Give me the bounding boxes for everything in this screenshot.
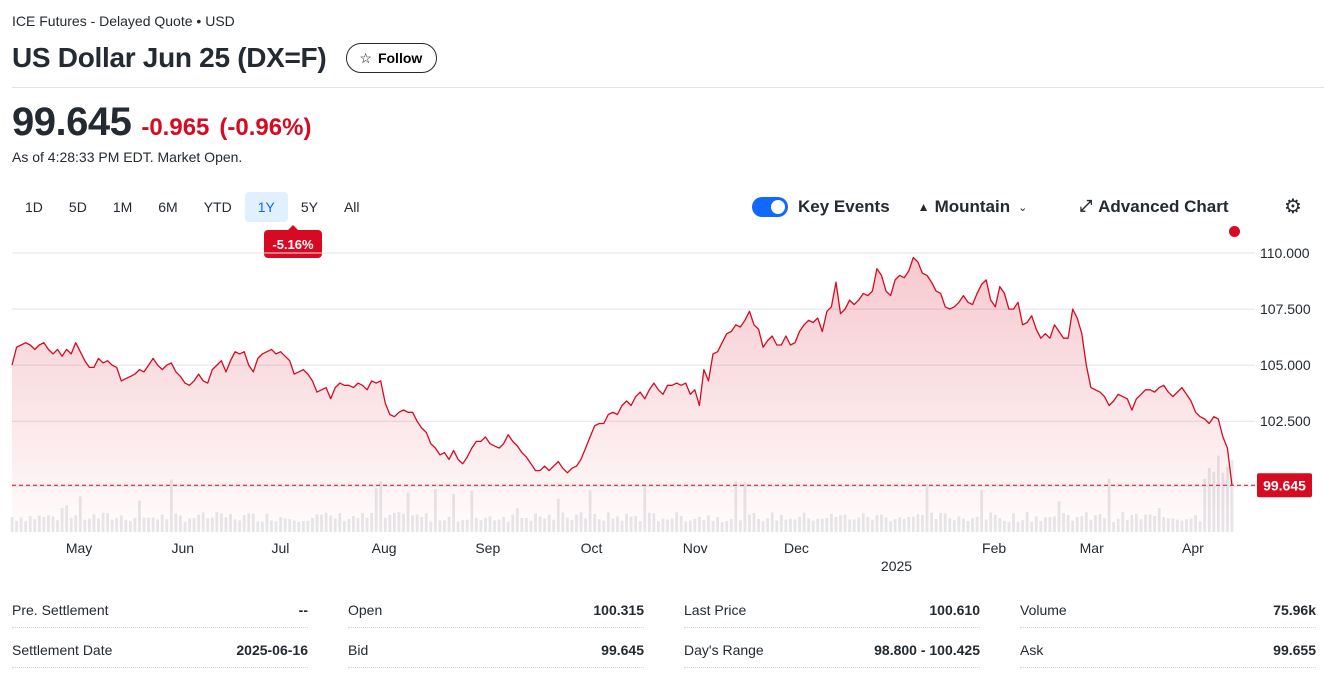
range-tab-5y[interactable]: 5Y [300,199,318,215]
y-tick-label: 107.500 [1260,301,1311,317]
stat-label: Bid [348,641,369,658]
stat-row: Settlement Date 2025-06-16 [12,632,308,668]
stat-value: 2025-06-16 [236,641,308,658]
stat-row: Pre. Settlement -- [12,592,308,628]
stat-row: Last Price 100.610 [684,592,980,628]
stat-row: Open 100.315 [348,592,644,628]
price-change: -0.965 [141,114,210,141]
x-tick-label: Jun [172,540,195,556]
range-tabs: 1D 5D 1M 6M YTD 1Y 5Y All [12,192,373,222]
stat-label: Pre. Settlement [12,601,109,618]
y-tick-label: 110.000 [1260,245,1310,261]
stat-label: Day's Range [684,641,764,658]
gear-icon[interactable]: ⚙ [1284,196,1302,218]
x-tick-label: Oct [581,540,603,556]
stat-value: 100.315 [593,601,644,618]
key-events-toggle[interactable] [752,197,788,217]
chart-toolbar: Key Events ▲ Mountain ⌄ ⤢ Advanced Chart [752,192,1229,222]
last-price-label: 99.645 [1263,477,1306,493]
range-tab-all[interactable]: All [343,199,360,215]
chart-type-dropdown[interactable]: ▲ Mountain ⌄ [918,197,1028,217]
current-price: 99.645 [12,100,132,144]
stat-label: Ask [1020,641,1044,658]
key-events-label: Key Events [798,197,890,216]
range-tab-1m[interactable]: 1M [112,199,133,215]
as-of-timestamp: As of 4:28:33 PM EDT. Market Open. [12,149,243,165]
stat-value: -- [298,601,308,618]
price-chart[interactable]: 110.000 107.500 105.000 102.500 99.645 May Jun… [0,240,1329,580]
quote-row: 99.645 -0.965 (-0.96%) [12,100,311,145]
x-tick-label: Jul [271,540,289,556]
y-tick-label: 105.000 [1260,357,1311,373]
x-tick-label: Mar [1080,540,1104,556]
range-tab-1y[interactable]: 1Y [244,192,288,222]
page-title: US Dollar Jun 25 (DX=F) [12,42,327,73]
follow-label: Follow [377,50,423,66]
x-tick-label: May [66,540,92,556]
last-price-badge [1257,473,1312,498]
range-tab-1d[interactable]: 1D [25,199,43,215]
y-tick-label: 102.500 [1260,413,1311,429]
stat-label: Settlement Date [12,641,113,658]
mountain-icon: ▲ [917,200,930,214]
x-tick-label: Nov [683,540,708,556]
x-tick-label: Feb [982,540,1006,556]
stat-row: Ask 99.655 [1020,632,1316,668]
star-outline-icon: ☆ [359,49,372,66]
stat-label: Last Price [684,601,747,618]
chevron-down-icon: ⌄ [1018,201,1028,214]
stat-value: 75.96k [1273,601,1316,618]
stat-row: Bid 99.645 [348,632,644,668]
advanced-chart-button[interactable]: ⤢ Advanced Chart [1079,197,1228,217]
price-line [11,256,1233,486]
price-change-percent: (-0.96%) [219,114,312,141]
stat-value: 99.645 [601,641,644,658]
stat-value: 99.655 [1273,641,1316,658]
x-tick-label: Aug [372,540,397,556]
title-row: US Dollar Jun 25 (DX=F) ☆ Follow [12,42,438,74]
range-tab-6m[interactable]: 6M [158,199,178,215]
header-divider [12,87,1324,88]
range-tab-ytd[interactable]: YTD [203,199,232,215]
follow-button[interactable]: ☆ Follow [346,43,438,73]
stat-value: 100.610 [929,601,980,618]
x-tick-label: Apr [1182,540,1204,556]
stat-row: Volume 75.96k [1020,592,1316,628]
stat-label: Volume [1020,601,1067,618]
year-label: 2025 [881,558,912,574]
x-tick-label: Sep [475,540,500,556]
exchange-line: ICE Futures - Delayed Quote • USD [12,13,235,29]
x-tick-label: Dec [784,540,809,556]
stat-row: Day's Range 98.800 - 100.425 [684,632,980,668]
key-event-marker[interactable] [1229,226,1240,237]
quote-statistics: Pre. Settlement -- Open 100.315 Last Price 10… [12,592,1316,672]
range-tab-5d[interactable]: 5D [68,199,87,215]
price-area [12,257,1232,532]
stat-value: 98.800 - 100.425 [874,641,980,658]
advanced-chart-label: Advanced Chart [1098,197,1229,216]
expand-arrows-icon: ⤢ [1079,198,1093,215]
chart-type-label: Mountain [934,197,1011,216]
stat-label: Open [348,601,383,618]
